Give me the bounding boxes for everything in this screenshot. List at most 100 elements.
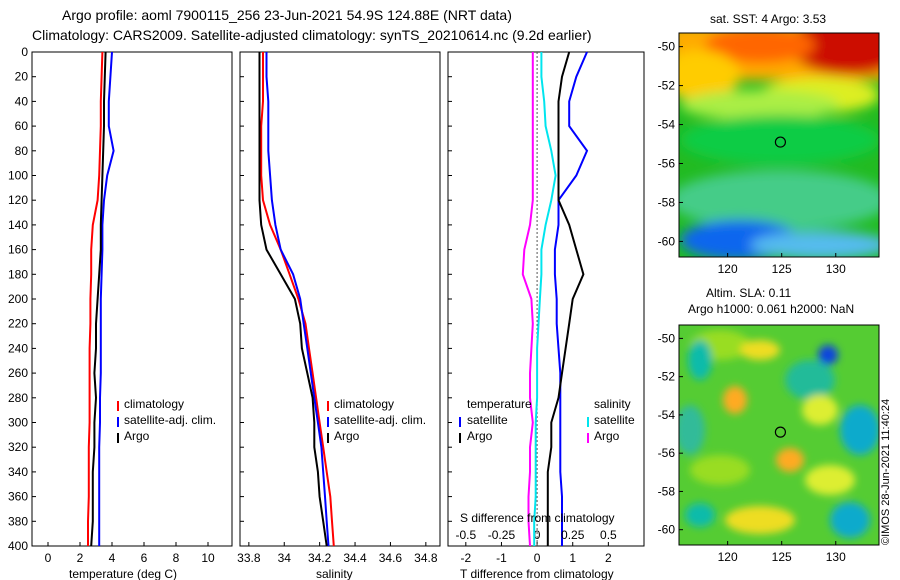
depth-tick-label: 280 <box>8 391 28 405</box>
temperature-axes <box>31 51 233 547</box>
series-line-argo <box>90 51 107 547</box>
map-y-tick-label: -56 <box>658 157 676 171</box>
difference-xlabel-top: S difference from climatology <box>460 511 615 525</box>
legend-s-satellite: satellite <box>594 413 635 427</box>
salinity-legend: climatology satellite-adj. clim. Argo <box>327 397 426 443</box>
sst-map-frame <box>678 32 880 258</box>
depth-tick-label: 60 <box>15 119 29 133</box>
legend-salinity-title: salinity <box>594 397 631 411</box>
depth-tick-label: 300 <box>8 416 28 430</box>
depth-tick-label: 20 <box>15 70 29 84</box>
series-line-climatology <box>87 51 104 546</box>
difference-axes <box>447 51 645 547</box>
x-tick-label: 4 <box>109 551 116 565</box>
map-x-tick-label: 120 <box>718 550 738 564</box>
series-line-satellite-adj-clim- <box>265 52 330 547</box>
series-line-s-argo <box>521 52 534 547</box>
depth-tick-label: 100 <box>8 169 28 183</box>
sla-map-title1: Altim. SLA: 0.11 <box>706 286 791 300</box>
x-tick-label: -2 <box>460 551 471 565</box>
map-y-tick-label: -54 <box>658 408 676 422</box>
map-y-tick-label: -50 <box>658 40 676 54</box>
x-tick-label: 34.6 <box>379 551 403 565</box>
depth-tick-label: 340 <box>8 465 28 479</box>
legend-satellite: satellite-adj. clim. <box>124 413 216 427</box>
sal-tick-label: -0.25 <box>488 528 516 542</box>
x-tick-label: 2 <box>77 551 84 565</box>
temperature-series: 0 2 4 6 8 10 <box>45 51 215 565</box>
map-y-tick-label: -50 <box>658 331 676 345</box>
legend-climatology: climatology <box>334 397 394 411</box>
temperature-legend: climatology satellite-adj. clim. Argo <box>117 397 216 443</box>
depth-tick-label: 160 <box>8 243 28 257</box>
series-line-argo <box>258 52 328 547</box>
sla-map-title2: Argo h1000: 0.061 h2000: NaN <box>688 302 854 316</box>
sal-tick-label: 0.5 <box>600 528 617 542</box>
sst-map-ticks: 120 125 130 -50 -52 -54 -56 -58 -60 <box>658 40 846 276</box>
map-x-tick-label: 120 <box>718 262 738 276</box>
x-tick-label: 34.8 <box>414 551 438 565</box>
x-tick-label: 0 <box>534 551 541 565</box>
depth-tick-label: 260 <box>8 366 28 380</box>
sal-tick-label: 0.25 <box>561 528 585 542</box>
depth-tick-label: 220 <box>8 317 28 331</box>
depth-tick-label: 120 <box>8 193 28 207</box>
x-tick-label: 2 <box>605 551 612 565</box>
series-line-t-satellite <box>553 51 589 546</box>
legend-t-satellite: satellite <box>467 413 508 427</box>
x-tick-label: 10 <box>201 551 215 565</box>
sal-tick-label: 0 <box>534 528 541 542</box>
header-line1: Argo profile: aoml 7900115_256 23-Jun-20… <box>62 7 512 23</box>
x-tick-label: 33.8 <box>237 551 261 565</box>
header-line2: Climatology: CARS2009. Satellite-adjuste… <box>32 27 592 43</box>
x-tick-label: 6 <box>141 551 148 565</box>
legend-argo: Argo <box>334 429 360 443</box>
legend-satellite: satellite-adj. clim. <box>334 413 426 427</box>
depth-tick-label: 320 <box>8 440 28 454</box>
map-y-tick-label: -52 <box>658 79 676 93</box>
map-y-tick-label: -56 <box>658 446 676 460</box>
legend-climatology: climatology <box>124 397 184 411</box>
legend-temperature-title: temperature <box>467 397 532 411</box>
depth-tick-label: 180 <box>8 267 28 281</box>
depth-tick-label: 400 <box>8 539 28 553</box>
series-line-s-satellite <box>533 52 557 546</box>
x-tick-label: 1 <box>569 551 576 565</box>
map-y-tick-label: -52 <box>658 370 676 384</box>
depth-tick-label: 0 <box>21 45 28 59</box>
sal-tick-label: -0.5 <box>455 528 476 542</box>
depth-tick-label: 240 <box>8 341 28 355</box>
sst-map-field <box>679 33 879 257</box>
salinity-series: 33.8 34 34.2 34.4 34.6 34.8 <box>237 52 438 565</box>
watermark: ©IMOS 28-Jun-2021 11:40:24 <box>880 399 892 545</box>
depth-tick-label: 40 <box>15 94 29 108</box>
salinity-xlabel: salinity <box>316 567 353 580</box>
x-tick-label: 8 <box>173 551 180 565</box>
depth-ticks: 0 20 40 60 80 100 120 140 160 180 200 220 240 260 280 3… <box>8 45 452 553</box>
map-x-tick-label: 130 <box>826 262 846 276</box>
salinity-axes <box>239 51 441 547</box>
map-x-tick-label: 125 <box>772 550 792 564</box>
sla-argo-marker <box>774 426 787 438</box>
x-tick-label: 34.4 <box>343 551 367 565</box>
map-y-tick-label: -60 <box>658 523 676 537</box>
sst-map-title: sat. SST: 4 Argo: 3.53 <box>710 12 826 26</box>
depth-tick-label: 80 <box>15 144 29 158</box>
depth-tick-label: 200 <box>8 292 28 306</box>
legend-argo: Argo <box>124 429 150 443</box>
x-tick-label: -1 <box>496 551 507 565</box>
sla-map-ticks: 120 125 130 -50 -52 -54 -56 -58 -60 <box>658 331 846 564</box>
map-y-tick-label: -54 <box>658 118 676 132</box>
series-line-climatology <box>260 52 335 547</box>
map-x-tick-label: 130 <box>826 550 846 564</box>
series-line-t-argo <box>546 51 585 546</box>
legend-s-argo: Argo <box>594 429 620 443</box>
map-x-tick-label: 125 <box>772 262 792 276</box>
sst-argo-marker <box>774 136 787 148</box>
x-tick-label: 0 <box>45 551 52 565</box>
map-y-tick-label: -58 <box>658 195 676 209</box>
temperature-xlabel: temperature (deg C) <box>69 567 177 580</box>
depth-tick-label: 360 <box>8 490 28 504</box>
sla-map-frame <box>678 324 880 546</box>
